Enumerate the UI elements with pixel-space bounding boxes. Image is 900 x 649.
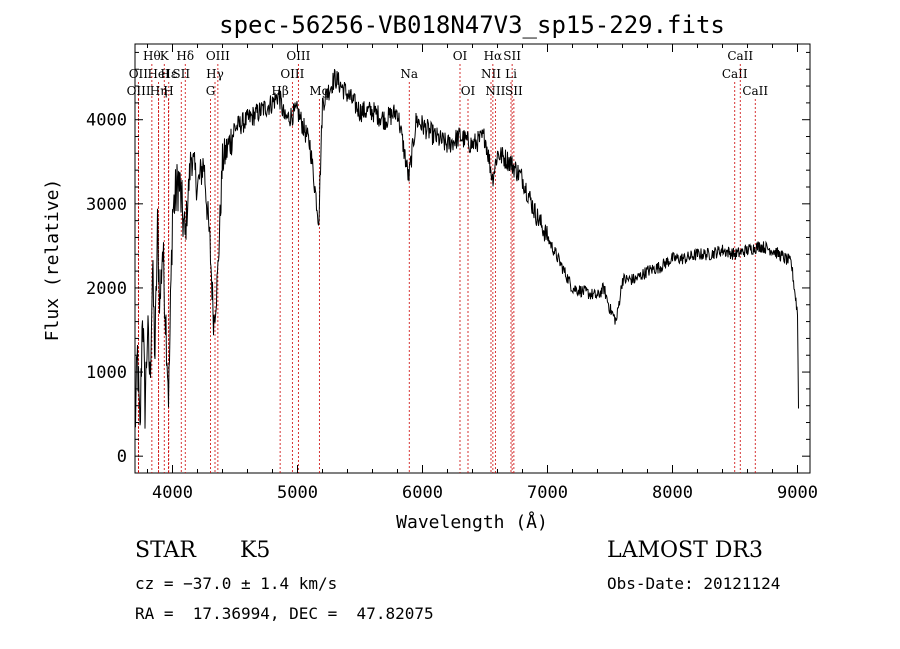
line-marker-label: K	[160, 49, 170, 63]
y-axis-label: Flux (relative)	[42, 179, 63, 342]
line-marker-label: OI	[461, 84, 476, 98]
line-marker-label: NII	[481, 67, 501, 81]
line-marker-label: Hθ	[143, 49, 161, 63]
line-marker-label: SII	[505, 84, 523, 98]
coordinates-text: RA = 17.36994, DEC = 47.82075	[135, 604, 434, 623]
object-class: STAR	[135, 538, 196, 563]
x-axis-label: Wavelength (Å)	[396, 511, 548, 533]
line-marker-label: OIII	[286, 49, 310, 63]
line-marker-label: Hα	[484, 49, 503, 63]
survey-name: LAMOST DR3	[607, 538, 763, 563]
x-tick-label: 5000	[277, 483, 318, 503]
chart-title: spec-56256-VB018N47V3_sp15-229.fits	[219, 11, 725, 39]
y-tick-label: 4000	[86, 111, 127, 131]
line-marker-label: CaII	[722, 67, 748, 81]
spectrum-line	[134, 68, 799, 429]
line-marker-label: SII	[172, 67, 190, 81]
line-marker-label: G	[206, 84, 216, 98]
x-tick-label: 6000	[402, 483, 443, 503]
y-tick-label: 0	[117, 447, 127, 467]
redshift-text: cz = −37.0 ± 1.4 km/s	[135, 574, 338, 593]
line-marker-label: Hγ	[206, 67, 224, 81]
x-tick-label: 7000	[527, 483, 568, 503]
line-marker-label: OIII	[127, 84, 151, 98]
line-marker-label: OIII	[206, 49, 230, 63]
line-marker-label: Hη	[150, 84, 168, 98]
line-marker-label: Hε	[160, 67, 177, 81]
line-marker-label: OIII	[280, 67, 304, 81]
observation-date: Obs-Date: 20121124	[607, 574, 781, 593]
object-subclass: K5	[240, 538, 271, 563]
y-tick-label: 3000	[86, 195, 127, 215]
x-tick-label: 8000	[652, 483, 693, 503]
line-marker-label: H	[163, 84, 173, 98]
line-marker-label: Li	[505, 67, 517, 81]
plot-frame	[134, 43, 811, 474]
x-axis-ticks: 4000 5000 6000 7000 8000 9000	[147, 44, 818, 503]
line-marker-label: SII	[503, 49, 521, 63]
y-axis-ticks: 0 1000 2000 3000 4000	[86, 51, 810, 467]
line-marker-label: CaII	[742, 84, 768, 98]
x-tick-label: 9000	[777, 483, 818, 503]
x-tick-label: 4000	[152, 483, 193, 503]
line-marker-label: CaII	[727, 49, 753, 63]
line-marker-label: NII	[485, 84, 505, 98]
line-marker-label: Na	[400, 67, 418, 81]
y-tick-label: 2000	[86, 279, 127, 299]
line-marker-label: OI	[453, 49, 468, 63]
line-marker-label: Mg	[309, 84, 329, 98]
line-marker-label: Hδ	[176, 49, 194, 63]
line-marker-label: OII	[129, 67, 149, 81]
y-tick-label: 1000	[86, 363, 127, 383]
